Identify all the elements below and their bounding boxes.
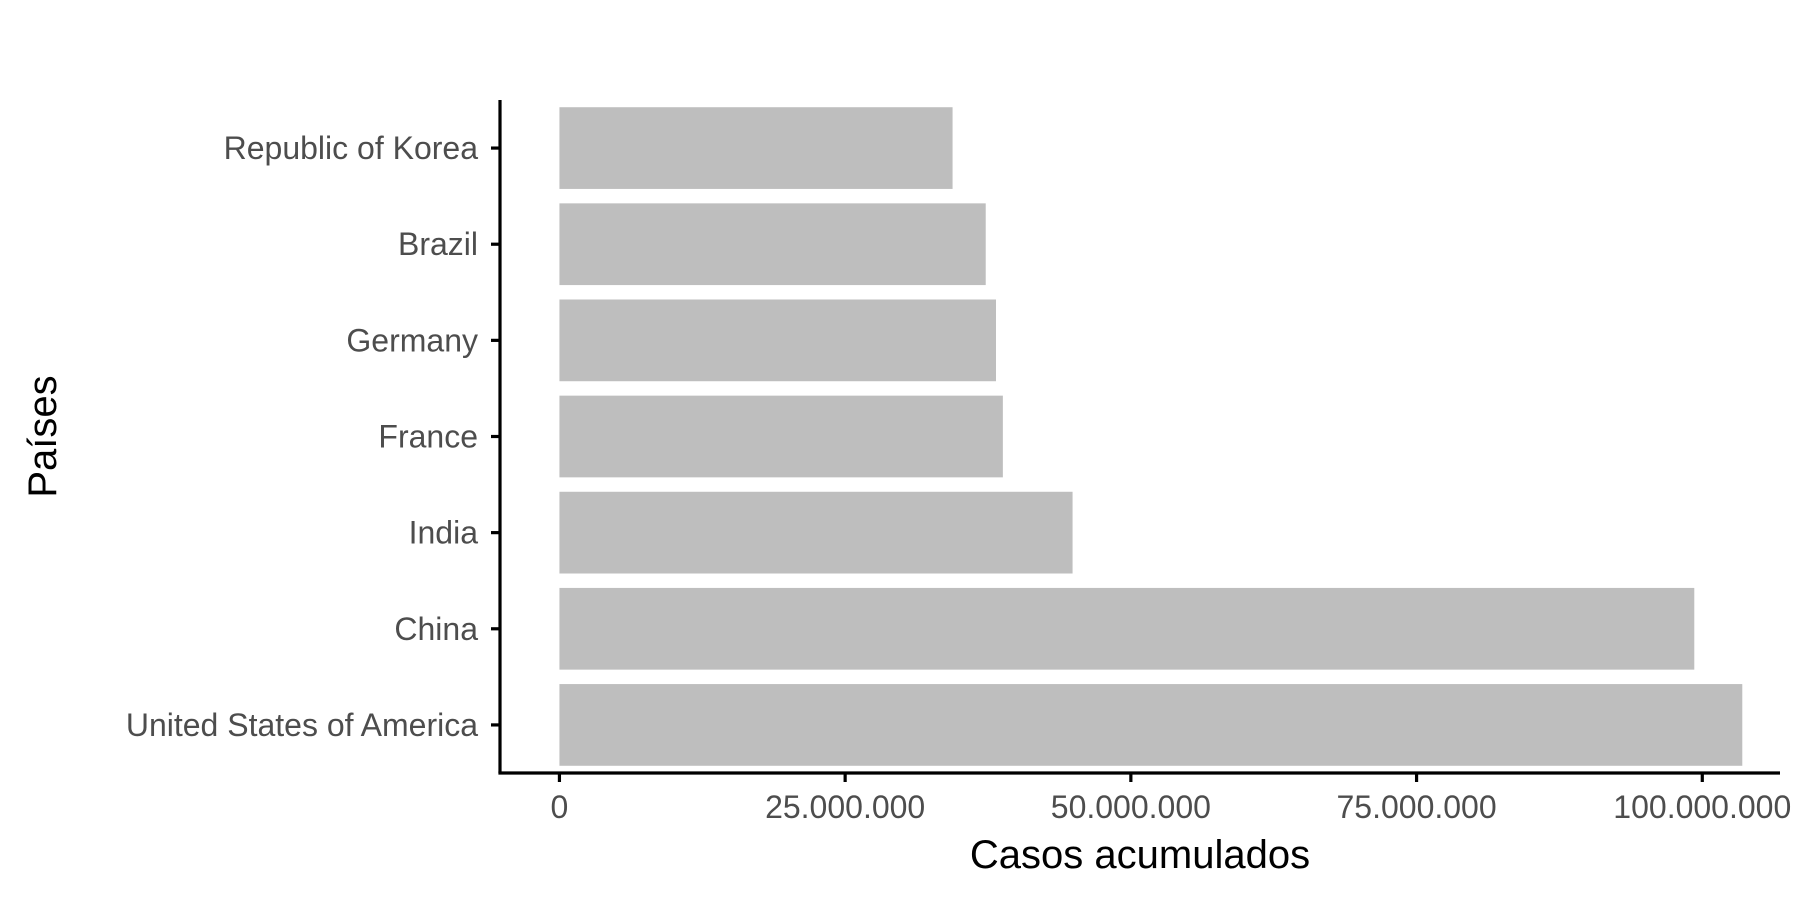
bar-india: [559, 491, 1073, 574]
y-tick-label: Brazil: [398, 226, 478, 262]
bar-france: [559, 395, 1003, 478]
bar-germany: [559, 299, 996, 382]
x-tick-label: 0: [551, 789, 569, 825]
y-tick-label: Germany: [346, 322, 478, 358]
y-axis-ticks: United States of America China India France…: [126, 130, 500, 743]
x-axis-ticks: 0 25.000.000 50.000.000 75.000.000 100.000.0…: [551, 773, 1791, 825]
bar-brazil: [559, 203, 986, 286]
x-axis-title: Casos acumulados: [970, 833, 1310, 877]
bar-china: [559, 587, 1695, 670]
y-tick-label: United States of America: [126, 707, 478, 743]
y-axis-title: Países: [21, 375, 65, 497]
y-tick-label: India: [409, 515, 479, 551]
x-tick-label: 25.000.000: [765, 789, 925, 825]
bar-republic-of-korea: [559, 107, 953, 189]
y-tick-label: Republic of Korea: [224, 130, 479, 166]
x-tick-label: 50.000.000: [1051, 789, 1211, 825]
bars-layer: [559, 107, 1743, 766]
bar-united-states-of-america: [559, 684, 1743, 766]
x-tick-label: 100.000.000: [1613, 789, 1791, 825]
y-tick-label: China: [394, 611, 478, 647]
y-tick-label: France: [378, 419, 478, 455]
x-tick-label: 75.000.000: [1336, 789, 1496, 825]
